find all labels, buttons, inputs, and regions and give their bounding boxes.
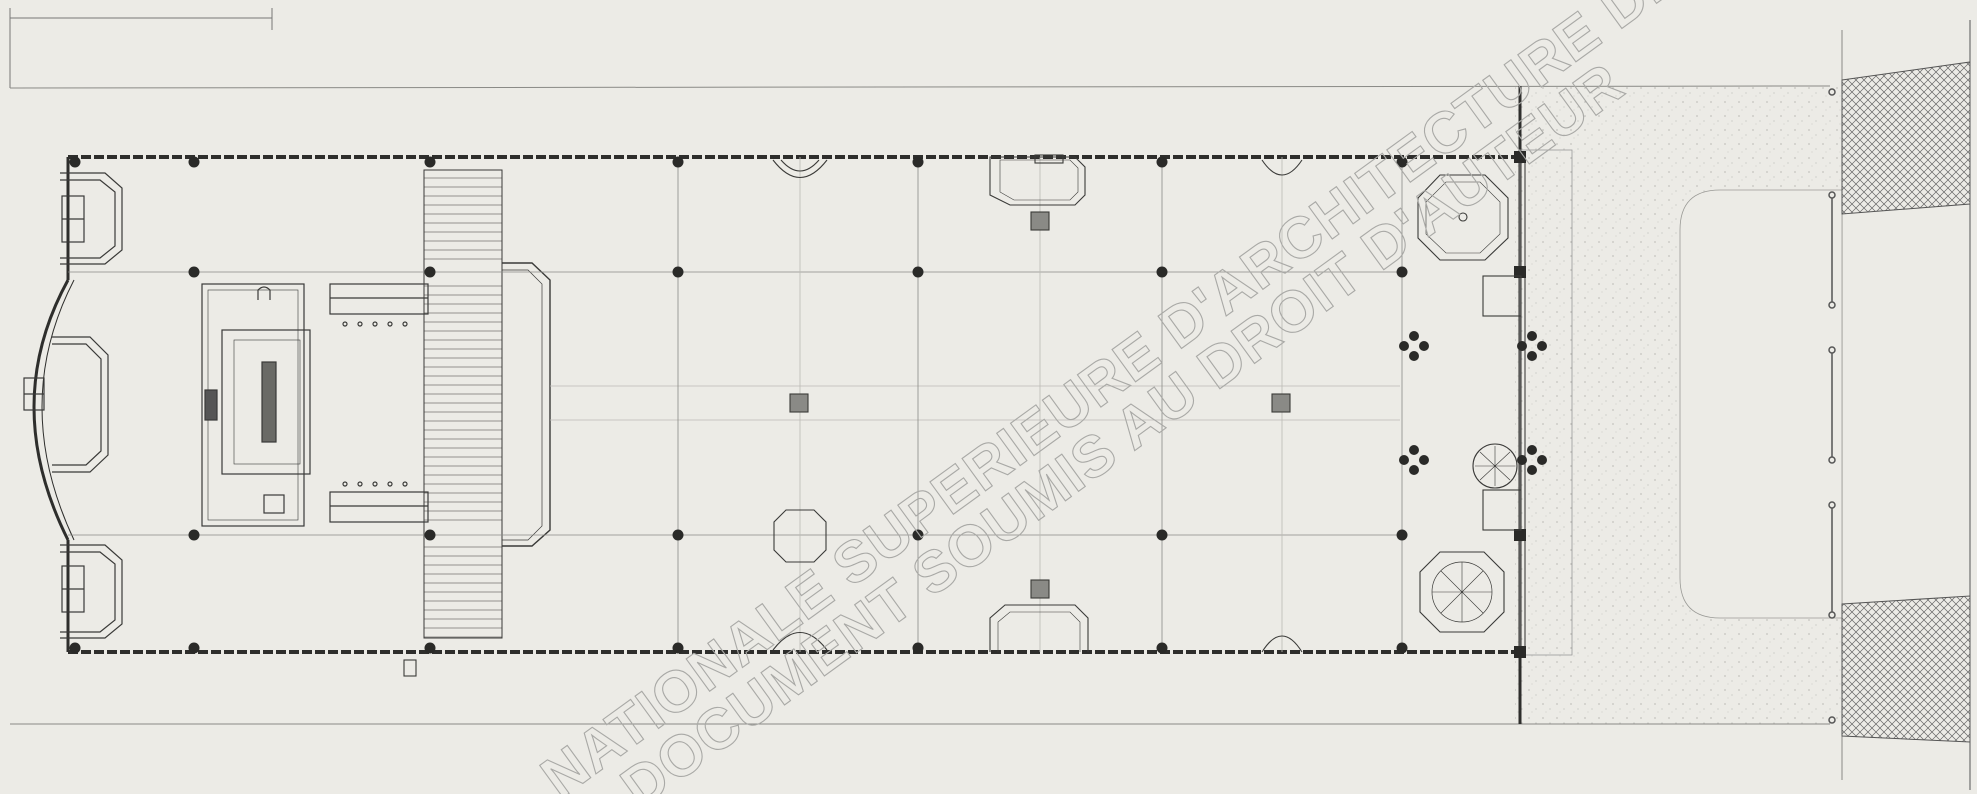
column xyxy=(912,156,924,168)
column xyxy=(424,266,436,278)
column xyxy=(1396,529,1408,541)
column xyxy=(188,642,200,654)
column xyxy=(69,642,81,654)
title-strip xyxy=(9,8,273,88)
column xyxy=(672,266,684,278)
column xyxy=(1156,642,1168,654)
column xyxy=(912,266,924,278)
fence-posts xyxy=(1828,88,1836,724)
column xyxy=(1396,156,1408,168)
pier xyxy=(1514,151,1526,163)
column xyxy=(1396,266,1408,278)
forecourt xyxy=(1515,86,1843,724)
interior-features xyxy=(403,154,1522,677)
column xyxy=(1156,156,1168,168)
sanctuary xyxy=(201,283,429,527)
column xyxy=(1156,529,1168,541)
column xyxy=(188,266,200,278)
pier xyxy=(1514,266,1526,278)
column-clusters xyxy=(1399,331,1547,475)
column xyxy=(672,156,684,168)
column xyxy=(672,529,684,541)
column xyxy=(424,156,436,168)
column-grid xyxy=(68,157,1403,652)
hatched-walls xyxy=(1841,20,1971,790)
column xyxy=(1396,642,1408,654)
apse-niches xyxy=(23,172,123,639)
column xyxy=(424,642,436,654)
column xyxy=(188,156,200,168)
column xyxy=(1156,266,1168,278)
column xyxy=(69,156,81,168)
column xyxy=(672,642,684,654)
pier xyxy=(1514,529,1526,541)
staircase xyxy=(423,169,551,639)
column xyxy=(912,529,924,541)
column xyxy=(424,529,436,541)
column xyxy=(912,642,924,654)
column xyxy=(188,529,200,541)
watermark-line-2: DOCUMENT SOUMIS AU DROIT D'AUTEUR xyxy=(609,50,1635,794)
pier xyxy=(1514,646,1526,658)
columns xyxy=(69,151,1526,658)
